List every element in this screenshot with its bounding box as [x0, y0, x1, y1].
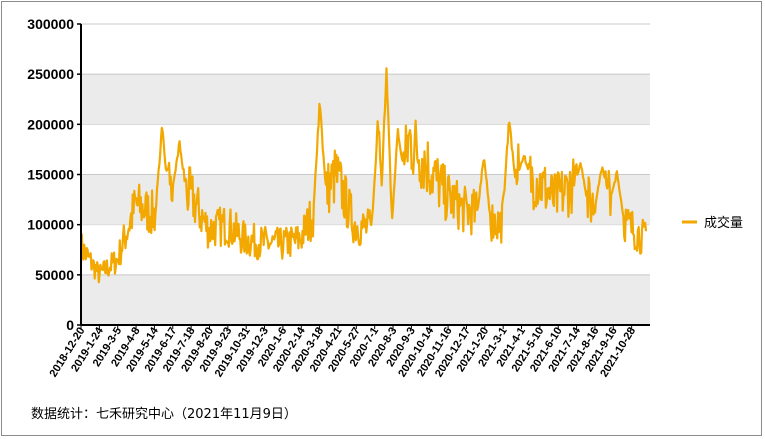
source-note: 数据统计：七禾研究中心（2021年11月9日） — [31, 407, 297, 422]
legend: 成交量 — [682, 215, 743, 231]
grid-band — [81, 274, 650, 325]
y-axis-ticks: 0 50000 100000 150000 200000 250000 300000 — [27, 16, 81, 333]
legend-label: 成交量 — [704, 215, 743, 231]
grid-bands — [81, 23, 650, 325]
axes — [80, 24, 650, 326]
y-tick-label: 300000 — [27, 16, 74, 32]
y-tick-label: 200000 — [27, 116, 74, 132]
y-tick-label: 150000 — [27, 167, 74, 183]
grid-band — [81, 74, 650, 125]
y-tick-label: 250000 — [27, 66, 74, 82]
y-tick-label: 100000 — [27, 217, 74, 233]
x-axis-ticks: 2018-12-202019-1-242019-3-52019-4-82019-… — [48, 324, 639, 379]
y-tick-label: 50000 — [35, 267, 74, 283]
series-line-volume — [79, 67, 648, 284]
y-tick-label: 0 — [66, 317, 74, 333]
